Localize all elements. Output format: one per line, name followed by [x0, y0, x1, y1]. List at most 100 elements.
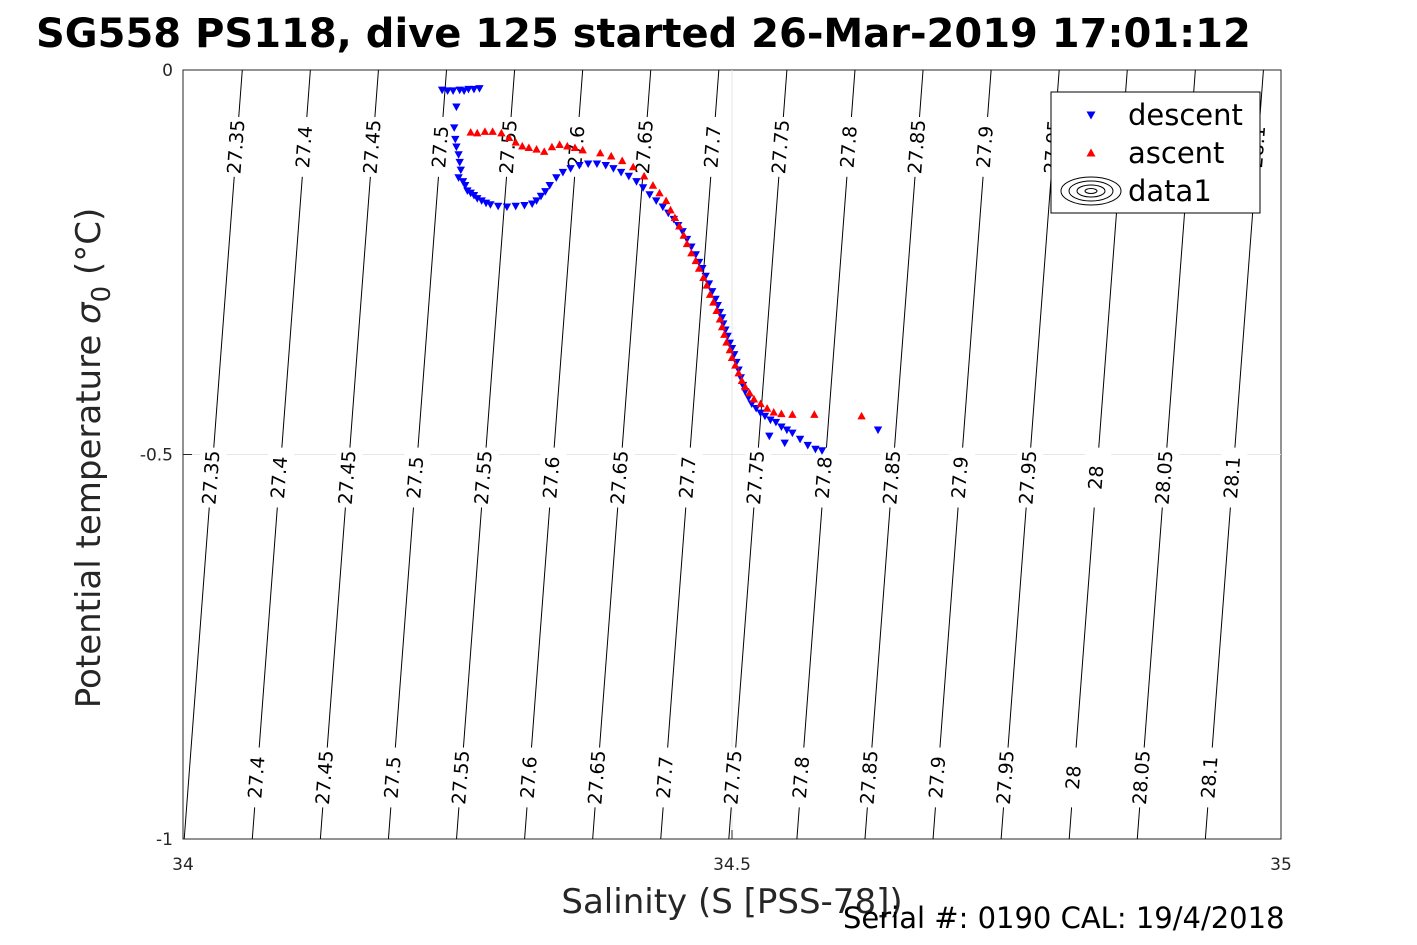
descent-point [632, 178, 641, 186]
ascent-point [699, 273, 708, 281]
ascent-point [857, 411, 866, 420]
descent-point [450, 124, 459, 132]
ascent-point [687, 248, 696, 257]
ascent-point [725, 345, 735, 354]
isopycnal-label-bg [289, 116, 320, 178]
ascent-point [731, 361, 740, 369]
ascent-point [570, 143, 580, 152]
legend-contour-marker [1084, 188, 1098, 194]
series-descent [437, 85, 883, 455]
isopycnal-label: 27.5 [428, 125, 453, 169]
ascent-point [720, 330, 729, 338]
descent-point [678, 228, 687, 236]
isopycnal-label: 27.4 [267, 456, 292, 500]
isopycnal-label: 27.95 [993, 750, 1019, 806]
ascent-point [740, 382, 750, 391]
descent-point [454, 151, 463, 159]
descent-point [527, 200, 537, 209]
ascent-point [675, 221, 684, 230]
ascent-point [466, 128, 475, 136]
isopycnal-label-bg [445, 746, 477, 809]
isopycnal-labels: 27.35 27.35 27.4 27.4 27.4 27.45 27.45 27.45 27.… [196, 116, 1273, 809]
descent-point [765, 432, 774, 441]
descent-point [541, 188, 550, 196]
descent-point [756, 409, 765, 418]
ascent-point [547, 142, 557, 151]
descent-point [817, 447, 827, 455]
descent-point [460, 181, 470, 190]
descent-point [583, 160, 593, 169]
isopycnal-label-bg [740, 446, 772, 509]
ascent-point [488, 127, 497, 135]
isopycnal-label-bg [264, 446, 295, 509]
isopycnal-label-bg [582, 746, 613, 809]
descent-point [771, 418, 781, 427]
ascent-point [734, 368, 743, 377]
ascent-point [682, 239, 692, 248]
isopycnal-label-bg [854, 746, 885, 809]
isopycnal-label-bg [672, 446, 704, 509]
isopycnal-label-bg [1081, 446, 1112, 509]
ascent-point [769, 408, 778, 416]
isopycnal-label-bg [718, 746, 749, 809]
isopycnal-label-bg [1058, 746, 1090, 809]
isopycnal-label: 27.65 [584, 750, 610, 806]
ascent-point [694, 264, 704, 272]
descent-point [638, 184, 648, 192]
isopycnal-label: 27.9 [925, 756, 950, 800]
descent-point [464, 85, 473, 94]
ascent-point [756, 399, 765, 408]
legend-entries: descent ascent data1 [1060, 98, 1243, 208]
isopycnal-label: 27.85 [904, 119, 930, 175]
isopycnal-label: 28 [1062, 765, 1086, 791]
legend-label: ascent [1128, 136, 1224, 170]
descent-point [475, 85, 484, 93]
isopycnal-label: 27.65 [607, 450, 633, 506]
isopycnal-label: 28.1 [1220, 456, 1245, 500]
ascent-point [511, 138, 520, 146]
legend-label: descent [1128, 98, 1243, 132]
isopycnal-label-bg [765, 116, 797, 178]
descent-point [455, 158, 464, 167]
isopycnal-label: 27.85 [857, 750, 883, 806]
isopycnal-label-bg [970, 116, 1001, 178]
descent-point [803, 441, 812, 450]
isopycnal-label: 27.5 [381, 756, 406, 800]
descent-point [458, 178, 468, 186]
isopycnal-label: 27.7 [653, 756, 678, 800]
y-axis-label-unit: (°C) [69, 208, 109, 286]
descent-point [477, 197, 486, 205]
descent-point [782, 426, 792, 435]
ascent-point [727, 353, 737, 361]
legend-descent-marker [1086, 111, 1096, 120]
isopycnal-label-bg [221, 116, 252, 178]
y-axis-label-sigma: σ [69, 301, 109, 324]
descent-point [795, 435, 805, 444]
y-tick-label: 0 [162, 61, 173, 81]
legend: descent ascent data1 [1050, 91, 1261, 214]
isopycnal-label: 27.35 [223, 119, 249, 175]
ascent-point [745, 388, 754, 397]
isopycnal-label-bg [514, 746, 545, 809]
isopycnal-label: 27.35 [198, 450, 224, 506]
ascent-point [810, 410, 819, 418]
isopycnal-label-bg [196, 446, 227, 509]
x-tick-label: 34.5 [713, 855, 751, 875]
isopycnal-label: 28 [1085, 465, 1109, 491]
isopycnal-label-bg [241, 746, 273, 809]
legend-entry-ascent: ascent [1086, 136, 1224, 170]
isopycnal-label-bg [604, 446, 636, 509]
isopycnal-label: 27.55 [471, 450, 497, 506]
ascent-point [691, 256, 700, 265]
ascent-point [666, 205, 675, 214]
isopycnal-label-bg [945, 446, 976, 509]
descent-point [536, 192, 546, 201]
isopycnal-label-bg [877, 446, 908, 509]
descent-point [552, 174, 561, 182]
descent-point [469, 85, 479, 94]
isopycnal-label-bg [357, 116, 388, 178]
descent-point [873, 426, 883, 435]
y-axis-label: Potential temperature σ0 (°C) [69, 208, 117, 708]
ascent-point [555, 140, 564, 148]
ascent-point [655, 188, 664, 197]
